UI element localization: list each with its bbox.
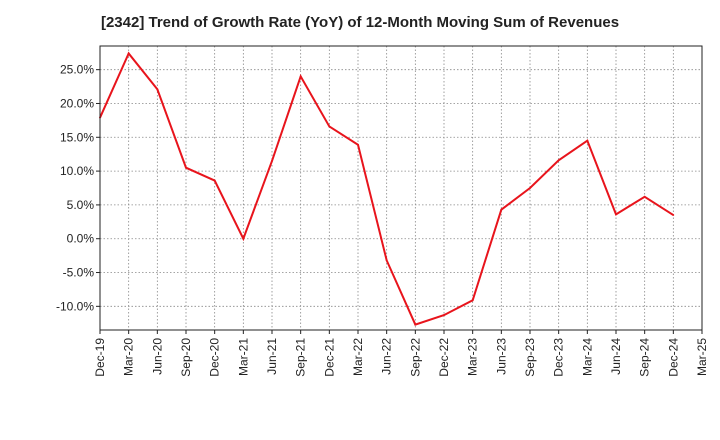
data-point: [586, 139, 589, 142]
x-tick-label: Sep-22: [408, 338, 422, 377]
data-point: [328, 125, 331, 128]
x-tick-label: Mar-21: [236, 338, 250, 376]
y-tick-label: 10.0%: [60, 164, 94, 178]
x-tick-label: Dec-22: [437, 338, 451, 377]
data-point: [615, 213, 617, 216]
data-point: [385, 259, 388, 262]
data-point: [643, 195, 646, 198]
data-point: [127, 52, 130, 55]
data-point: [156, 88, 159, 91]
y-tick-label: 0.0%: [67, 232, 95, 246]
x-tick-label: Sep-20: [179, 338, 193, 377]
x-tick-label: Dec-24: [666, 338, 680, 377]
x-tick-label: Jun-20: [150, 338, 164, 375]
x-tick-label: Mar-20: [122, 338, 136, 376]
data-point: [414, 323, 417, 326]
x-axis: Dec-19 Mar-20 Jun-20 Sep-20 Dec-20 Mar-21 Jun-…: [93, 330, 709, 377]
data-point: [357, 143, 359, 146]
x-tick-label: Mar-22: [351, 338, 365, 376]
series-layer: [99, 51, 675, 326]
x-tick-label: Sep-23: [523, 338, 537, 377]
x-tick-label: Jun-22: [380, 338, 394, 375]
x-tick-label: Sep-24: [638, 338, 652, 377]
chart-title: [2342] Trend of Growth Rate (YoY) of 12-…: [100, 14, 620, 31]
y-tick-label: -5.0%: [63, 266, 95, 280]
data-point: [529, 187, 531, 189]
data-point: [242, 237, 245, 240]
y-tick-label: 5.0%: [67, 198, 95, 212]
x-tick-label: Dec-21: [322, 338, 336, 377]
x-tick-label: Jun-23: [494, 338, 508, 375]
data-point: [672, 214, 675, 216]
y-tick-label: 15.0%: [60, 130, 94, 144]
x-tick-label: Dec-23: [552, 338, 566, 377]
plot-frame: [99, 45, 703, 331]
data-point: [299, 75, 302, 78]
x-tick-label: Sep-21: [294, 338, 308, 377]
x-tick-label: Jun-21: [265, 338, 279, 375]
data-point: [471, 299, 474, 302]
data-point: [185, 166, 187, 169]
data-point: [500, 208, 503, 211]
data-point: [557, 159, 560, 162]
data-point: [443, 314, 445, 317]
y-tick-label: 25.0%: [60, 63, 94, 77]
plot-area: [100, 46, 702, 330]
data-point: [271, 160, 273, 162]
x-tick-label: Dec-19: [93, 338, 107, 377]
grid-layer: [100, 46, 702, 330]
x-tick-label: Mar-23: [466, 338, 480, 376]
x-tick-label: Dec-20: [208, 338, 222, 377]
y-tick-label: -10.0%: [56, 299, 94, 313]
x-tick-label: Jun-24: [609, 338, 623, 375]
x-tick-label: Mar-24: [580, 338, 594, 376]
data-point: [213, 179, 216, 182]
y-tick-label: 20.0%: [60, 96, 94, 110]
x-tick-label: Mar-25: [695, 338, 709, 376]
y-axis: 25.0% 20.0% 15.0% 10.0% 5.0% 0.0% -5.0% -10.0%: [56, 63, 100, 313]
